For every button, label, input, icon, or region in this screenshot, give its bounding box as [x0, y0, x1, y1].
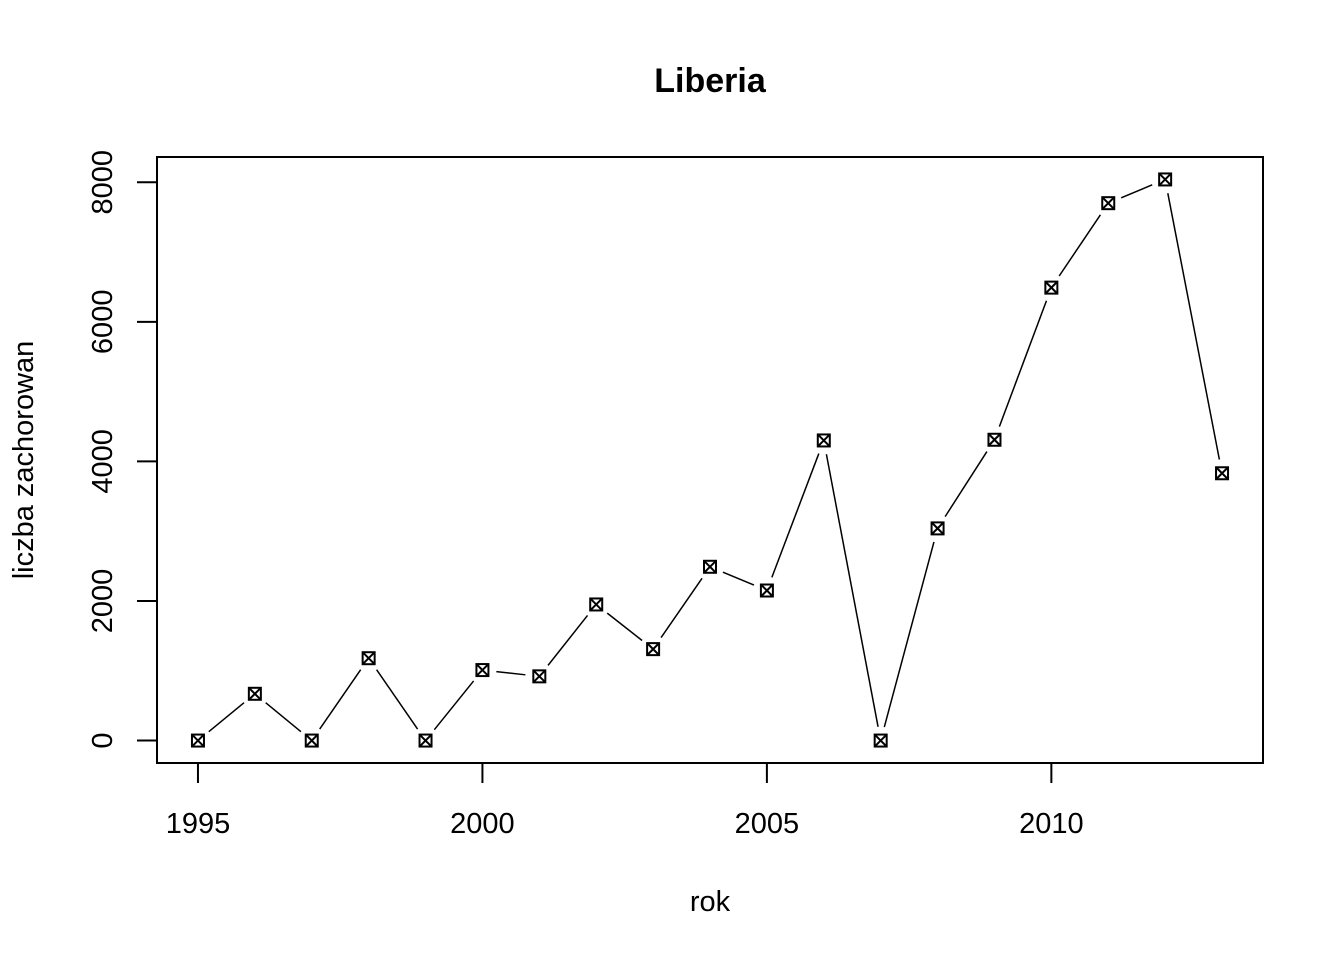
data-point	[190, 733, 205, 748]
series-segment	[433, 680, 475, 731]
series-segment	[375, 669, 419, 730]
data-point	[759, 583, 774, 598]
data-point	[816, 433, 831, 448]
y-axis: 0 2000 4000 6000 8000	[87, 150, 158, 749]
series-segment	[1120, 184, 1153, 199]
data-point	[1215, 466, 1230, 481]
data-point	[532, 669, 547, 684]
series-segment	[208, 702, 245, 733]
series-segment	[944, 451, 988, 518]
series-segment	[265, 702, 302, 733]
y-tick-label: 2000	[87, 569, 119, 634]
x-tick-label: 1995	[166, 808, 231, 840]
y-axis-label: liczba zachorowan	[8, 341, 40, 580]
data-point	[475, 663, 490, 678]
series-segment	[660, 577, 703, 639]
x-axis-label: rok	[690, 886, 731, 918]
chart-title: Liberia	[654, 62, 767, 100]
x-tick-label: 2005	[735, 808, 800, 840]
data-point	[1044, 280, 1059, 295]
data-point	[418, 733, 433, 748]
plot-area	[156, 156, 1264, 764]
data-point	[247, 686, 262, 701]
series-segment	[998, 300, 1048, 427]
data-point	[703, 559, 717, 574]
x-tick-label: 2010	[1019, 808, 1084, 840]
series-segment	[883, 541, 935, 728]
data-series	[190, 172, 1230, 748]
data-point	[873, 733, 888, 748]
y-tick-label: 4000	[87, 429, 119, 494]
data-point	[1101, 196, 1116, 211]
x-tick-label: 2000	[450, 808, 515, 840]
series-segment	[771, 453, 820, 578]
series-segment	[319, 669, 362, 730]
y-tick-label: 8000	[87, 150, 119, 215]
data-point	[646, 642, 661, 657]
data-point	[589, 597, 604, 612]
data-point	[1158, 172, 1173, 187]
series-segment	[825, 454, 879, 727]
series-segment	[1058, 214, 1102, 277]
data-point	[304, 733, 319, 748]
series-segment	[547, 614, 589, 666]
series-segment	[496, 670, 526, 676]
series-segment	[1167, 193, 1221, 460]
data-point	[987, 432, 1002, 447]
series-segment	[722, 571, 755, 586]
y-tick-label: 0	[87, 732, 119, 748]
x-axis: 1995 2000 2005 2010	[166, 762, 1084, 840]
series-segment	[606, 612, 643, 642]
y-tick-label: 6000	[87, 290, 119, 355]
data-point	[930, 521, 945, 536]
data-point	[361, 651, 376, 666]
